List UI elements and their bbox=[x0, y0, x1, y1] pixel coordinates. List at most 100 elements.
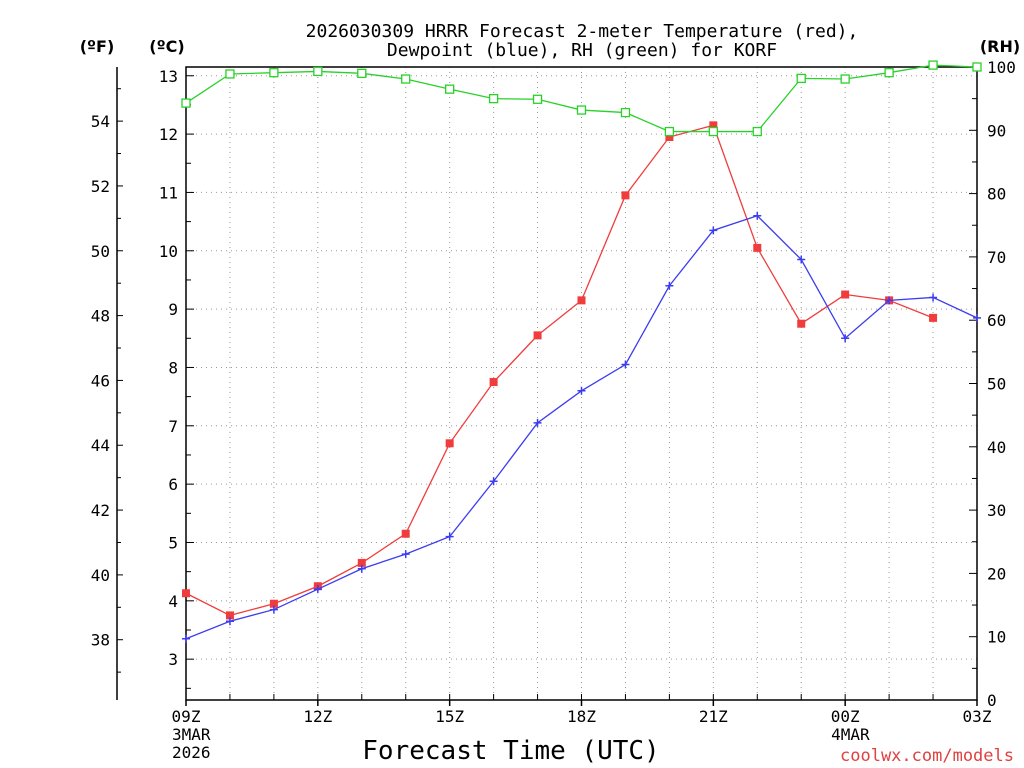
celsius-tick-label: 5 bbox=[168, 533, 178, 552]
fahrenheit-tick-label: 48 bbox=[91, 307, 110, 326]
x-tick-label: 03Z bbox=[963, 707, 992, 726]
temperature-point bbox=[841, 290, 850, 299]
x-tick-label: 00Z bbox=[831, 707, 860, 726]
chart-title-line1: 2026030309 HRRR Forecast 2-meter Tempera… bbox=[306, 21, 859, 42]
dewpoint-point bbox=[577, 386, 586, 395]
fahrenheit-tick-label: 40 bbox=[91, 566, 110, 585]
celsius-tick-label: 9 bbox=[168, 300, 178, 319]
dewpoint-point bbox=[621, 360, 630, 369]
rh-point bbox=[884, 68, 894, 78]
temperature-point bbox=[533, 331, 542, 340]
dewpoint-point bbox=[357, 564, 366, 573]
rh-point bbox=[313, 66, 323, 77]
fahrenheit-tick-label: 42 bbox=[91, 501, 110, 520]
rh-point bbox=[752, 126, 762, 137]
dewpoint-point bbox=[841, 334, 850, 343]
dewpoint-point bbox=[182, 634, 190, 643]
temperature-point bbox=[577, 296, 586, 305]
fahrenheit-tick-label: 52 bbox=[91, 177, 110, 196]
temperature-point bbox=[665, 133, 674, 142]
fahrenheit-axis-unit-label: (ºF) bbox=[80, 37, 115, 56]
rh-point bbox=[488, 94, 499, 104]
celsius-tick-label: 10 bbox=[159, 242, 178, 261]
celsius-tick-label: 11 bbox=[159, 183, 178, 202]
rh-point bbox=[928, 60, 938, 70]
dewpoint-point bbox=[533, 418, 542, 427]
temperature-point bbox=[489, 378, 498, 387]
plot-frame bbox=[185, 66, 978, 701]
dewpoint-point bbox=[225, 617, 234, 626]
temperature-point bbox=[225, 611, 234, 620]
fahrenheit-tick-label: 38 bbox=[91, 631, 110, 650]
rh-line bbox=[185, 64, 978, 133]
dewpoint-point bbox=[489, 477, 498, 486]
rh-point bbox=[269, 68, 279, 78]
rh-point bbox=[796, 73, 806, 84]
dewpoint-point bbox=[797, 255, 806, 264]
temperature-point bbox=[401, 529, 410, 538]
temperature-line bbox=[185, 124, 934, 617]
watermark: coolwx.com/models bbox=[840, 746, 1014, 766]
x-tick-label: 21Z bbox=[699, 707, 728, 726]
rh-point bbox=[708, 126, 718, 137]
rh-tick-label: 50 bbox=[987, 375, 1006, 394]
temperature-point bbox=[753, 243, 762, 252]
axes: 3 4 5 6 7 8 9 10 11 12 13 0 10 20 30 40 50 60 70 80 90 100 38 4… bbox=[91, 58, 1016, 762]
rh-tick-label: 70 bbox=[987, 248, 1006, 267]
rh-point bbox=[972, 62, 982, 72]
fahrenheit-tick-label: 54 bbox=[91, 112, 110, 131]
rh-tick-label: 10 bbox=[987, 628, 1006, 647]
temperature-point bbox=[182, 589, 190, 598]
rh-point bbox=[357, 68, 367, 78]
dewpoint-point bbox=[313, 585, 322, 594]
temperature-point bbox=[709, 121, 718, 130]
rh-point bbox=[664, 126, 675, 137]
x-tick-label: 09Z bbox=[172, 707, 201, 726]
x-tick-year-label: 2026 bbox=[172, 743, 211, 762]
rh-tick-label: 80 bbox=[987, 185, 1006, 204]
rh-tick-label: 0 bbox=[987, 691, 997, 710]
chart-title-line2: Dewpoint (blue), RH (green) for KORF bbox=[387, 40, 777, 61]
rh-point bbox=[225, 69, 235, 79]
rh-point bbox=[620, 107, 631, 118]
rh-point bbox=[401, 74, 411, 84]
fahrenheit-tick-label: 46 bbox=[91, 371, 110, 390]
rh-tick-label: 100 bbox=[987, 58, 1016, 77]
celsius-tick-label: 8 bbox=[168, 358, 178, 377]
temperature-point bbox=[929, 313, 938, 322]
celsius-tick-label: 13 bbox=[159, 67, 178, 86]
dewpoint-point bbox=[885, 296, 894, 305]
fahrenheit-tick-label: 50 bbox=[91, 242, 110, 261]
rh-tick-label: 20 bbox=[987, 564, 1006, 583]
fahrenheit-tick-label: 44 bbox=[91, 436, 110, 455]
celsius-tick-label: 7 bbox=[168, 417, 178, 436]
rh-axis-unit-label: (RH) bbox=[980, 37, 1020, 56]
dewpoint-point bbox=[709, 226, 718, 235]
temperature-point bbox=[621, 191, 630, 200]
data-series bbox=[181, 60, 982, 643]
celsius-tick-label: 3 bbox=[168, 650, 178, 669]
x-tick-label: 12Z bbox=[303, 707, 332, 726]
celsius-tick-label: 4 bbox=[168, 592, 178, 611]
x-axis-title: Forecast Time (UTC) bbox=[362, 736, 659, 766]
temperature-point bbox=[357, 558, 366, 567]
rh-point bbox=[532, 94, 543, 104]
temperature-point bbox=[445, 439, 454, 448]
x-tick-label: 15Z bbox=[435, 707, 464, 726]
gridlines bbox=[186, 67, 977, 700]
celsius-tick-label: 12 bbox=[159, 125, 178, 144]
temperature-point bbox=[269, 599, 278, 608]
dewpoint-point bbox=[445, 532, 454, 541]
rh-tick-label: 60 bbox=[987, 311, 1006, 330]
x-tick-label: 18Z bbox=[567, 707, 596, 726]
dewpoint-point bbox=[665, 281, 674, 290]
x-tick-date-label: 4MAR bbox=[831, 725, 870, 744]
celsius-axis-unit-label: (ºC) bbox=[149, 37, 184, 56]
dewpoint-point bbox=[929, 293, 938, 302]
x-tick-date-label: 3MAR bbox=[172, 725, 211, 744]
dewpoint-point bbox=[973, 313, 981, 322]
dewpoint-point bbox=[269, 605, 278, 614]
labels: 2026030309 HRRR Forecast 2-meter Tempera… bbox=[80, 21, 1020, 766]
rh-point bbox=[181, 98, 191, 108]
celsius-tick-label: 6 bbox=[168, 475, 178, 494]
